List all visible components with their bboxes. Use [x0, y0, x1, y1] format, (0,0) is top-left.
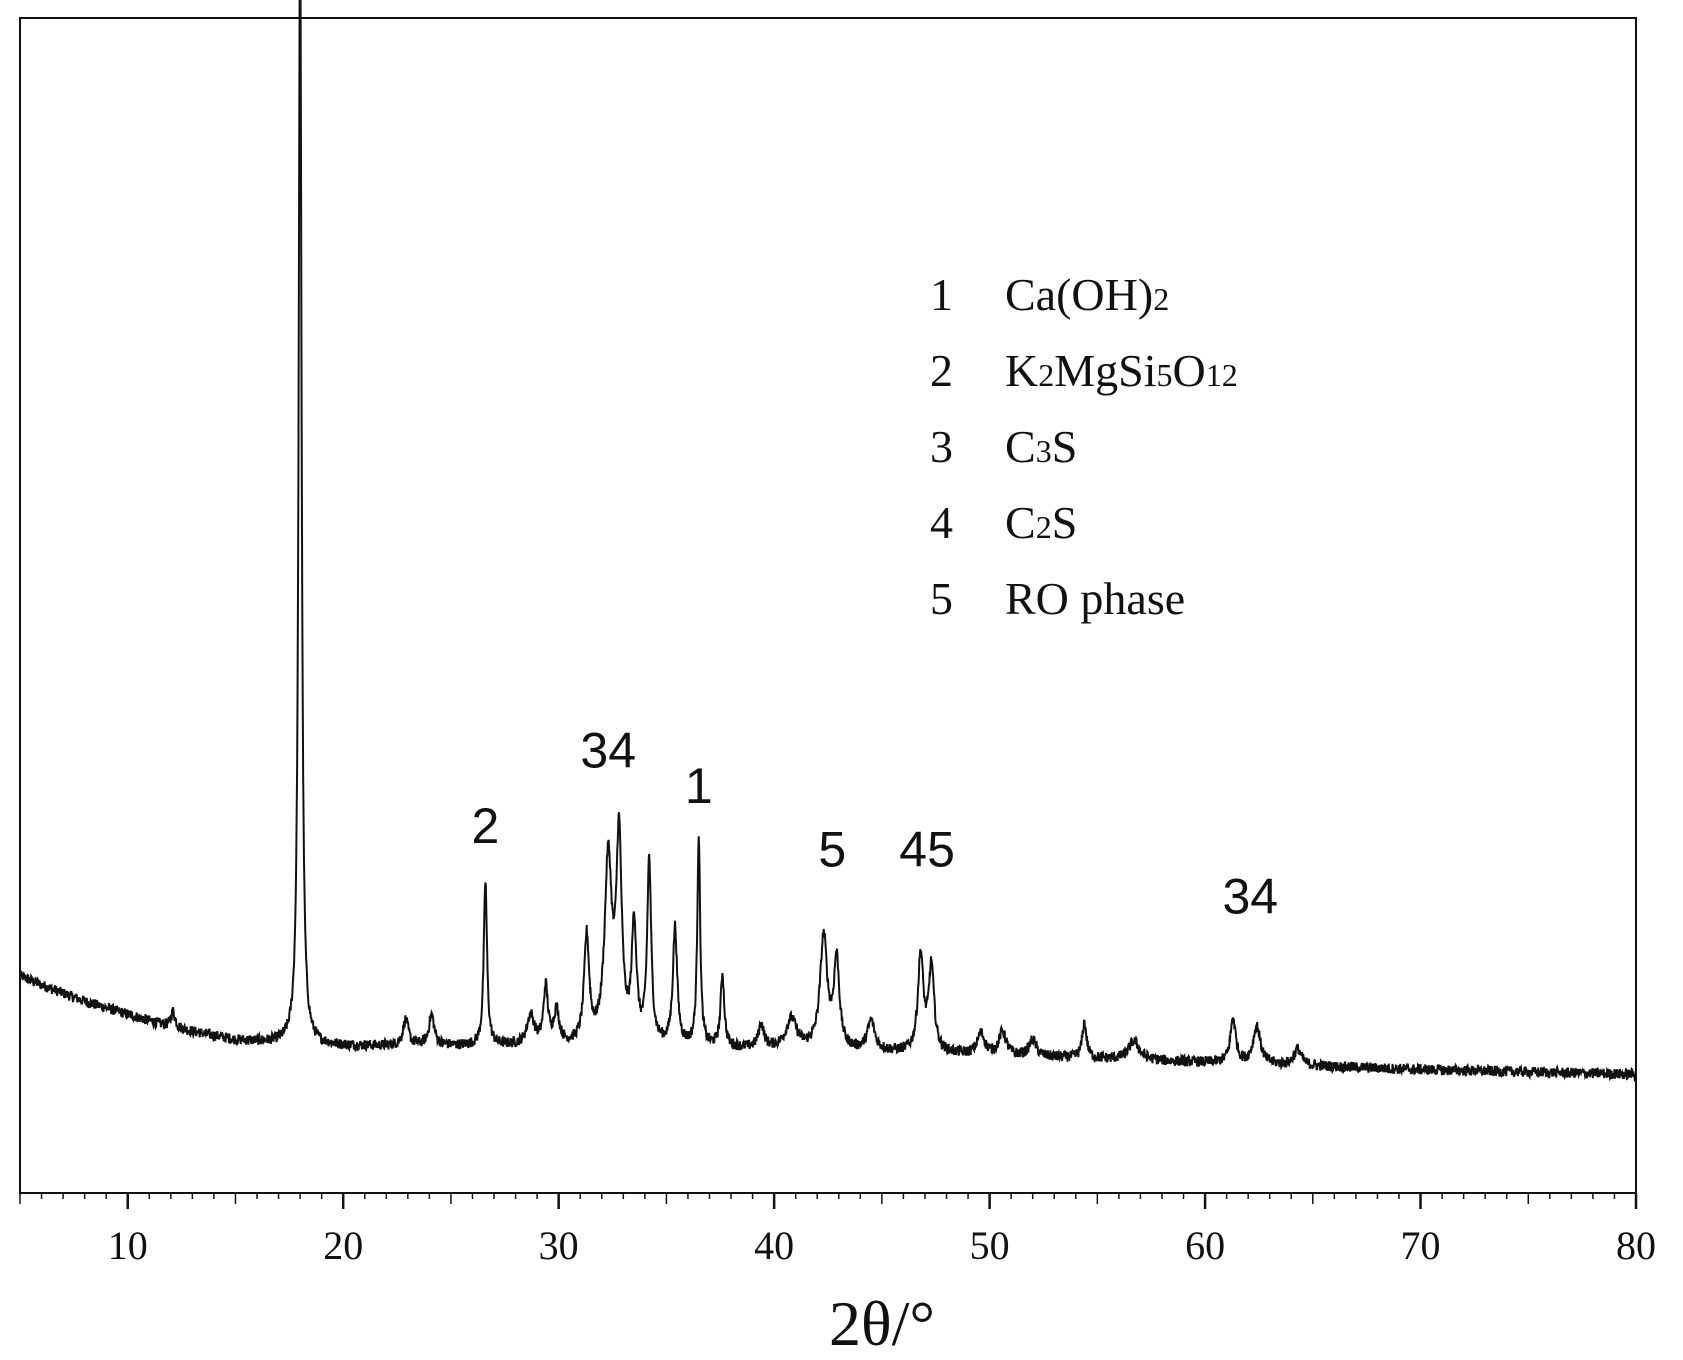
- legend-label: C2S: [1005, 497, 1077, 548]
- x-tick-label: 40: [754, 1223, 794, 1268]
- x-tick-label: 70: [1401, 1223, 1441, 1268]
- peak-labels: 3234154534: [472, 723, 1279, 925]
- legend-label: Ca(OH)2: [1005, 269, 1169, 320]
- legend-number: 2: [930, 345, 953, 396]
- legend-number: 1: [930, 269, 953, 320]
- legend-label: RO phase: [1005, 573, 1185, 624]
- peak-label: 34: [580, 723, 636, 779]
- x-tick-label: 20: [323, 1223, 363, 1268]
- peak-label: 34: [1223, 868, 1279, 924]
- legend-label: C3S: [1005, 421, 1077, 472]
- legend-number: 3: [930, 421, 953, 472]
- x-axis-label: 2θ/°: [829, 1288, 935, 1359]
- x-tick-label: 50: [970, 1223, 1010, 1268]
- legend-number: 4: [930, 497, 953, 548]
- x-tick-label: 80: [1616, 1223, 1656, 1268]
- x-axis: 10 20 30 40 50 60 70 80: [19, 1193, 1656, 1268]
- legend-number: 5: [930, 573, 953, 624]
- plot-frame: [19, 17, 1637, 1194]
- xrd-pattern-line: [19, 0, 1637, 1083]
- legend: 1 Ca(OH)2 2 K2MgSi5O12 3 C3S 4 C2S 5 RO phase: [930, 269, 1238, 624]
- peak-label: 45: [899, 821, 955, 877]
- peak-label: 5: [818, 821, 846, 877]
- x-tick-label: 30: [539, 1223, 579, 1268]
- legend-label: K2MgSi5O12: [1005, 345, 1238, 396]
- x-tick-label: 60: [1185, 1223, 1225, 1268]
- peak-label: 2: [472, 798, 500, 854]
- peak-label: 1: [685, 758, 713, 814]
- x-tick-label: 10: [108, 1223, 148, 1268]
